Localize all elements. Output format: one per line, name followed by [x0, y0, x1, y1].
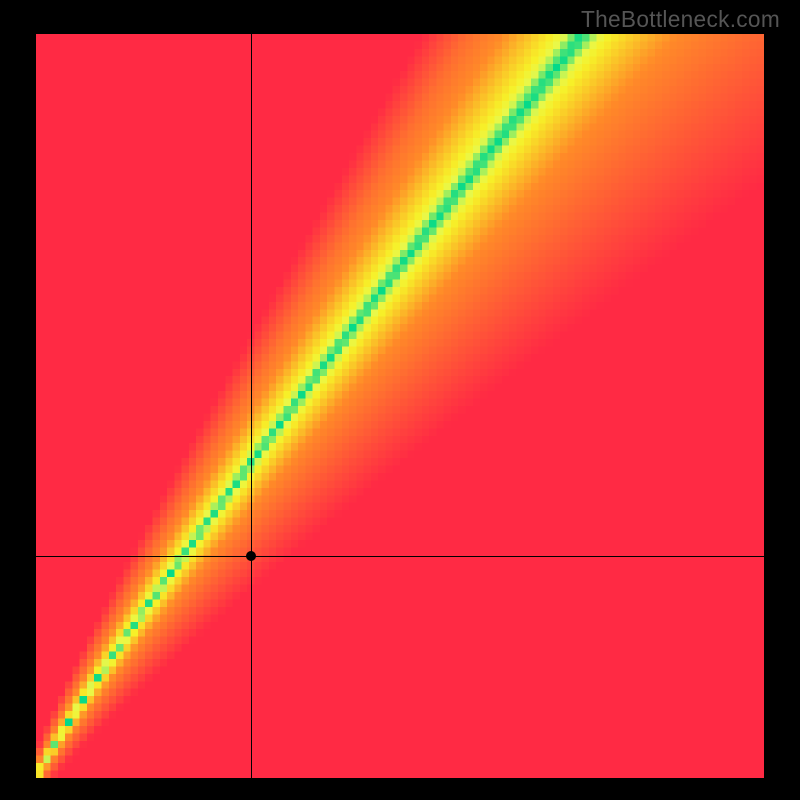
chart-frame: TheBottleneck.com: [0, 0, 800, 800]
heatmap-plot: [36, 34, 764, 778]
crosshair-marker: [246, 551, 256, 561]
crosshair-horizontal: [36, 556, 764, 557]
heatmap-canvas: [36, 34, 764, 778]
watermark-text: TheBottleneck.com: [581, 6, 780, 33]
crosshair-vertical: [251, 34, 252, 778]
